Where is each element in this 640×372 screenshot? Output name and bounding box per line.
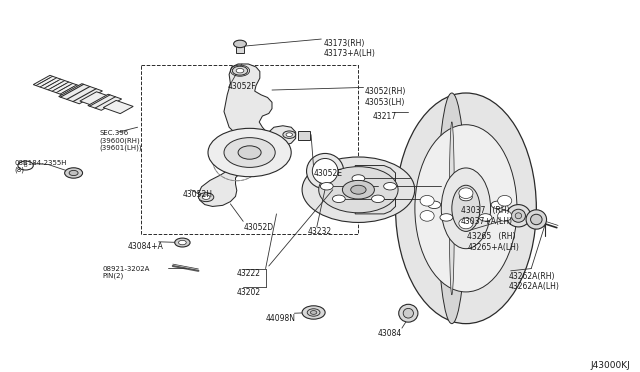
Ellipse shape [312,158,338,184]
Circle shape [18,161,33,170]
Text: 43052E: 43052E [314,169,342,178]
Text: 43262A(RH)
43262AA(LH): 43262A(RH) 43262AA(LH) [509,272,559,291]
Text: 43202: 43202 [237,288,261,297]
Circle shape [440,214,452,221]
Circle shape [198,193,214,202]
Circle shape [234,40,246,48]
Circle shape [202,195,210,199]
Circle shape [232,66,248,75]
Text: 43052H: 43052H [182,190,212,199]
Text: 08B184-2355H
(8): 08B184-2355H (8) [14,160,67,173]
Ellipse shape [438,93,466,324]
Ellipse shape [449,122,454,295]
Polygon shape [268,126,296,146]
Polygon shape [198,167,250,206]
Polygon shape [33,76,81,96]
Circle shape [302,157,415,222]
Circle shape [352,175,365,182]
Ellipse shape [442,168,490,248]
Polygon shape [103,100,133,113]
Circle shape [65,168,83,178]
Circle shape [372,195,385,202]
Circle shape [238,146,261,159]
Circle shape [283,131,296,138]
Ellipse shape [511,209,525,222]
Circle shape [396,167,536,249]
Circle shape [307,309,320,316]
Text: J43000KJ: J43000KJ [591,361,630,370]
Ellipse shape [459,218,473,229]
Circle shape [208,128,291,177]
Ellipse shape [506,205,531,227]
Ellipse shape [526,210,547,229]
Ellipse shape [399,304,418,322]
Circle shape [321,183,333,190]
Ellipse shape [531,214,542,225]
Text: 08921-3202A
PIN(2): 08921-3202A PIN(2) [102,266,150,279]
Ellipse shape [420,211,434,221]
Ellipse shape [420,195,434,206]
Circle shape [286,133,292,137]
Ellipse shape [498,195,512,206]
Circle shape [69,170,78,176]
Ellipse shape [459,188,473,199]
Polygon shape [80,92,108,105]
Circle shape [310,311,317,314]
Circle shape [175,238,190,247]
Text: SEC.396
(39600(RH)
(39601(LH)): SEC.396 (39600(RH) (39601(LH)) [99,130,142,151]
Circle shape [319,167,398,213]
Text: 43217: 43217 [372,112,397,121]
Circle shape [460,193,472,201]
Polygon shape [59,84,102,104]
Ellipse shape [415,125,517,292]
Text: 43173(RH)
43173+A(LH): 43173(RH) 43173+A(LH) [323,39,375,58]
Circle shape [428,201,441,209]
Text: 43052D: 43052D [243,223,273,232]
Circle shape [479,214,492,221]
Text: 43265   (RH)
43265+A(LH): 43265 (RH) 43265+A(LH) [467,232,519,252]
Text: 43084+A: 43084+A [128,242,164,251]
Polygon shape [236,45,244,53]
Text: 43037   (RH)
43037+A(LH): 43037 (RH) 43037+A(LH) [461,206,513,226]
Polygon shape [88,94,122,110]
Ellipse shape [403,308,413,318]
Text: 43222: 43222 [237,269,261,278]
Polygon shape [224,64,272,140]
Circle shape [342,180,374,199]
Ellipse shape [307,153,344,189]
Circle shape [351,185,366,194]
Circle shape [236,68,244,73]
Ellipse shape [515,213,522,219]
Polygon shape [355,166,396,214]
Text: 43232: 43232 [307,227,332,236]
Circle shape [302,306,325,319]
Text: 43052F: 43052F [227,82,256,91]
Circle shape [383,183,396,190]
Ellipse shape [498,211,512,221]
Circle shape [179,240,186,245]
FancyBboxPatch shape [298,131,310,140]
Text: 43052(RH)
43053(LH): 43052(RH) 43053(LH) [365,87,406,107]
Text: 43084: 43084 [378,329,402,338]
Circle shape [332,195,345,202]
Ellipse shape [452,185,480,231]
Text: 44098N: 44098N [266,314,296,323]
Text: B: B [24,163,28,168]
Circle shape [224,138,275,167]
Ellipse shape [396,93,536,324]
Circle shape [491,201,504,209]
